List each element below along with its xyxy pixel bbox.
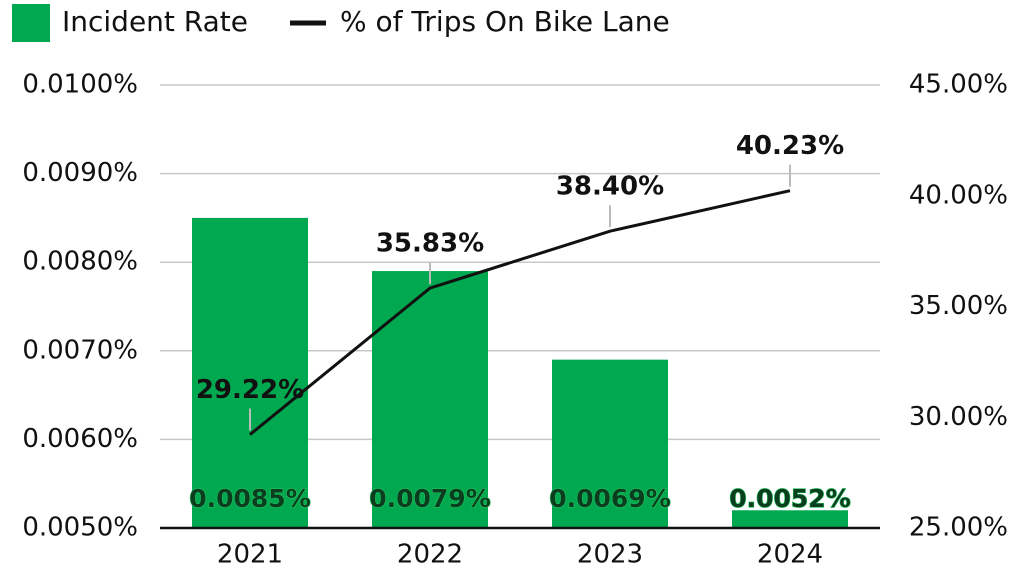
line-value-label: 35.83% <box>376 229 484 259</box>
y2-tick-label: 35.00% <box>909 291 1008 321</box>
x-tick-label: 2022 <box>397 540 463 570</box>
bar-value-label: 0.0052% <box>729 484 851 513</box>
line-value-label: 38.40% <box>556 172 664 202</box>
y2-tick-label: 45.00% <box>909 70 1008 100</box>
y-tick-label: 0.0100% <box>22 70 138 100</box>
legend-swatch <box>12 4 50 42</box>
line-value-label: 40.23% <box>736 131 844 161</box>
y-tick-label: 0.0070% <box>22 335 138 365</box>
x-tick-label: 2024 <box>757 540 823 570</box>
x-tick-label: 2021 <box>217 540 283 570</box>
bar <box>732 510 848 528</box>
bar <box>552 359 668 528</box>
bar <box>372 271 488 528</box>
y-tick-label: 0.0080% <box>22 247 138 277</box>
y2-tick-label: 30.00% <box>909 402 1008 432</box>
line <box>249 189 791 436</box>
y2-tick-label: 25.00% <box>909 513 1008 543</box>
legend-label: Incident Rate <box>62 5 248 38</box>
line-value-label: 29.22% <box>196 375 304 405</box>
y2-tick-label: 40.00% <box>909 180 1008 210</box>
y-tick-label: 0.0050% <box>22 513 138 543</box>
y-tick-label: 0.0060% <box>22 424 138 454</box>
bar <box>192 217 308 528</box>
legend-label: % of Trips On Bike Lane <box>340 5 670 38</box>
y-tick-label: 0.0090% <box>22 158 138 188</box>
x-tick-label: 2023 <box>577 540 643 570</box>
bar-value-label: 0.0079% <box>369 484 491 513</box>
bar-value-label: 0.0069% <box>549 484 671 513</box>
bar-value-label: 0.0085% <box>189 484 311 513</box>
